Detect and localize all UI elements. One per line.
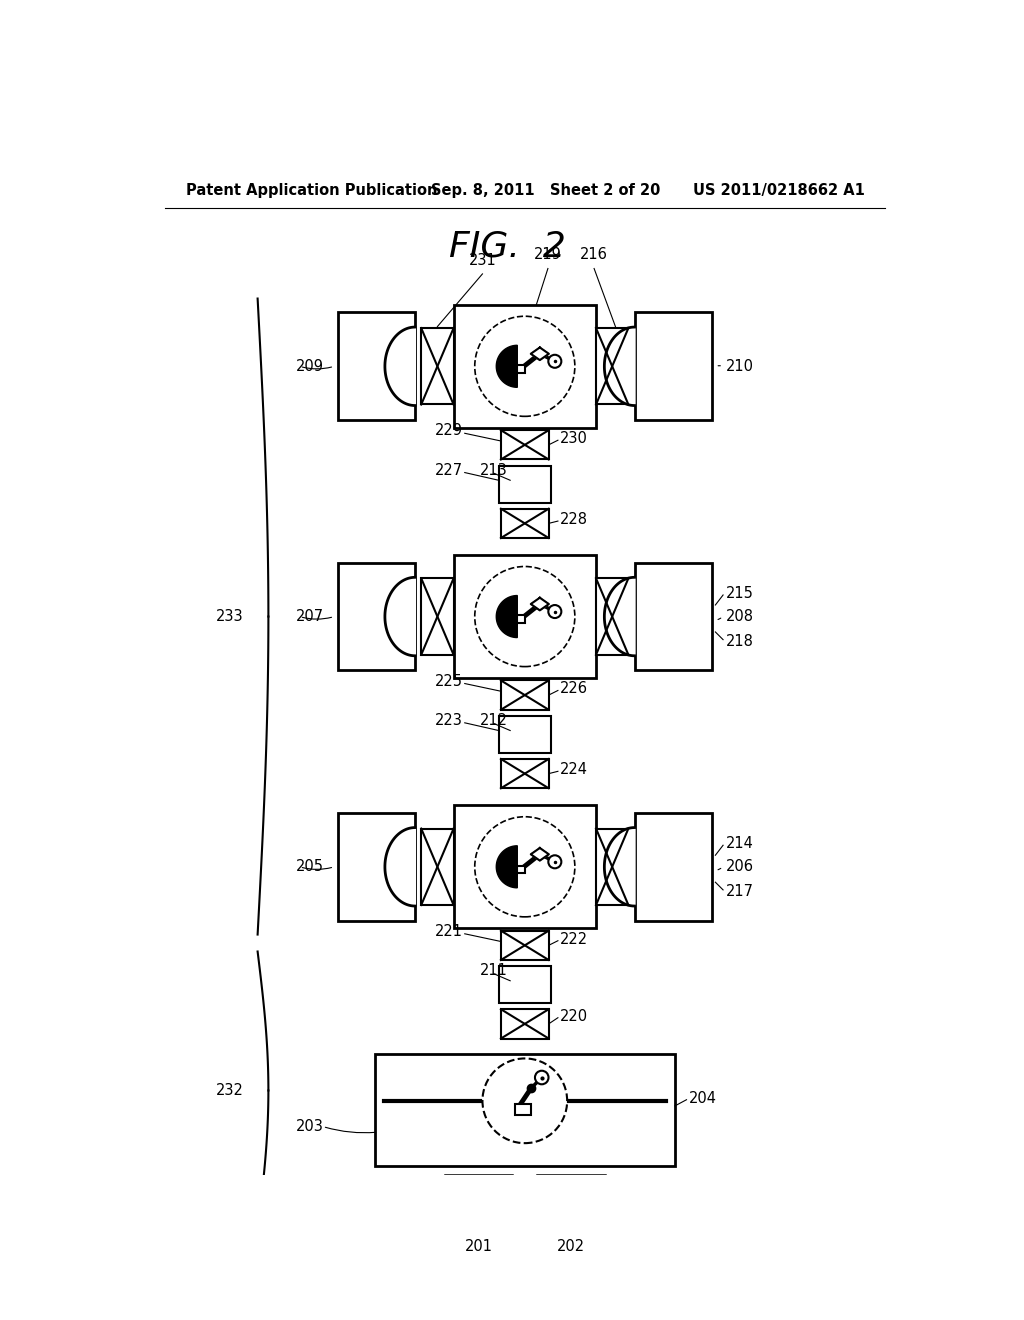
Text: 210: 210 [725, 359, 754, 374]
Bar [501, 759, 549, 788]
Polygon shape [604, 828, 635, 906]
Text: 208: 208 [725, 609, 754, 624]
Bar [635, 313, 712, 420]
Bar [501, 681, 549, 710]
Bar [596, 329, 629, 404]
Text: 218: 218 [725, 634, 754, 648]
Text: 205: 205 [296, 859, 324, 874]
Circle shape [548, 605, 561, 618]
Text: 209: 209 [296, 359, 324, 374]
Bar [635, 562, 712, 671]
Text: 215: 215 [725, 586, 754, 601]
Text: 222: 222 [559, 932, 588, 946]
Bar [596, 578, 629, 655]
Polygon shape [530, 847, 549, 861]
Text: FIG.  2: FIG. 2 [450, 230, 566, 264]
Bar [517, 366, 524, 372]
Text: 212: 212 [480, 713, 508, 729]
Bar [444, 1175, 512, 1225]
Circle shape [548, 355, 561, 368]
Bar [501, 931, 549, 960]
Bar [501, 508, 549, 539]
Polygon shape [530, 598, 549, 610]
Bar [454, 805, 596, 928]
Text: 214: 214 [725, 836, 754, 851]
Bar [501, 430, 549, 459]
Text: 223: 223 [435, 713, 463, 729]
Polygon shape [385, 327, 415, 405]
Polygon shape [530, 847, 549, 861]
Bar [421, 578, 454, 655]
Text: 232: 232 [216, 1082, 244, 1098]
Bar [635, 813, 712, 921]
Polygon shape [530, 347, 549, 360]
Text: 230: 230 [559, 432, 588, 446]
Circle shape [548, 855, 561, 869]
Text: 221: 221 [435, 924, 463, 939]
Polygon shape [530, 598, 549, 610]
Polygon shape [385, 577, 415, 656]
Bar [501, 1010, 549, 1039]
Bar [517, 866, 524, 873]
Text: US 2011/0218662 A1: US 2011/0218662 A1 [692, 183, 864, 198]
Text: 203: 203 [296, 1119, 324, 1134]
Polygon shape [604, 327, 635, 405]
Text: 206: 206 [725, 859, 754, 874]
Text: 217: 217 [725, 884, 754, 899]
Text: Sep. 8, 2011   Sheet 2 of 20: Sep. 8, 2011 Sheet 2 of 20 [431, 183, 660, 198]
Text: 202: 202 [557, 1238, 585, 1254]
Bar [499, 715, 551, 752]
Polygon shape [385, 828, 415, 906]
Text: 224: 224 [559, 762, 588, 777]
Text: 207: 207 [296, 609, 324, 624]
Polygon shape [497, 595, 517, 638]
Polygon shape [604, 577, 635, 656]
Text: 231: 231 [469, 252, 497, 268]
Bar [596, 829, 629, 906]
Text: 211: 211 [480, 964, 508, 978]
Text: 220: 220 [559, 1008, 588, 1024]
Text: 201: 201 [465, 1238, 493, 1254]
Bar [454, 554, 596, 678]
Text: Patent Application Publication: Patent Application Publication [186, 183, 437, 198]
Text: 227: 227 [435, 463, 463, 478]
Text: 225: 225 [435, 673, 463, 689]
Polygon shape [530, 347, 549, 360]
Text: 219: 219 [534, 247, 562, 263]
Bar [454, 305, 596, 428]
Polygon shape [497, 346, 517, 387]
Text: 226: 226 [559, 681, 588, 697]
Bar [515, 1104, 531, 1114]
Bar [338, 562, 415, 671]
Bar [421, 329, 454, 404]
Bar [338, 813, 415, 921]
Polygon shape [497, 846, 517, 888]
Bar [338, 313, 415, 420]
Text: 216: 216 [581, 247, 608, 263]
Bar [499, 466, 551, 503]
Bar [517, 615, 524, 623]
Text: 233: 233 [216, 609, 244, 624]
Bar [499, 966, 551, 1003]
Text: 228: 228 [559, 512, 588, 527]
Bar [538, 1175, 605, 1225]
Text: 213: 213 [480, 463, 508, 478]
Text: 204: 204 [689, 1090, 717, 1106]
Bar [375, 1053, 675, 1166]
Bar [421, 829, 454, 906]
Circle shape [535, 1071, 549, 1084]
Text: 229: 229 [435, 424, 463, 438]
